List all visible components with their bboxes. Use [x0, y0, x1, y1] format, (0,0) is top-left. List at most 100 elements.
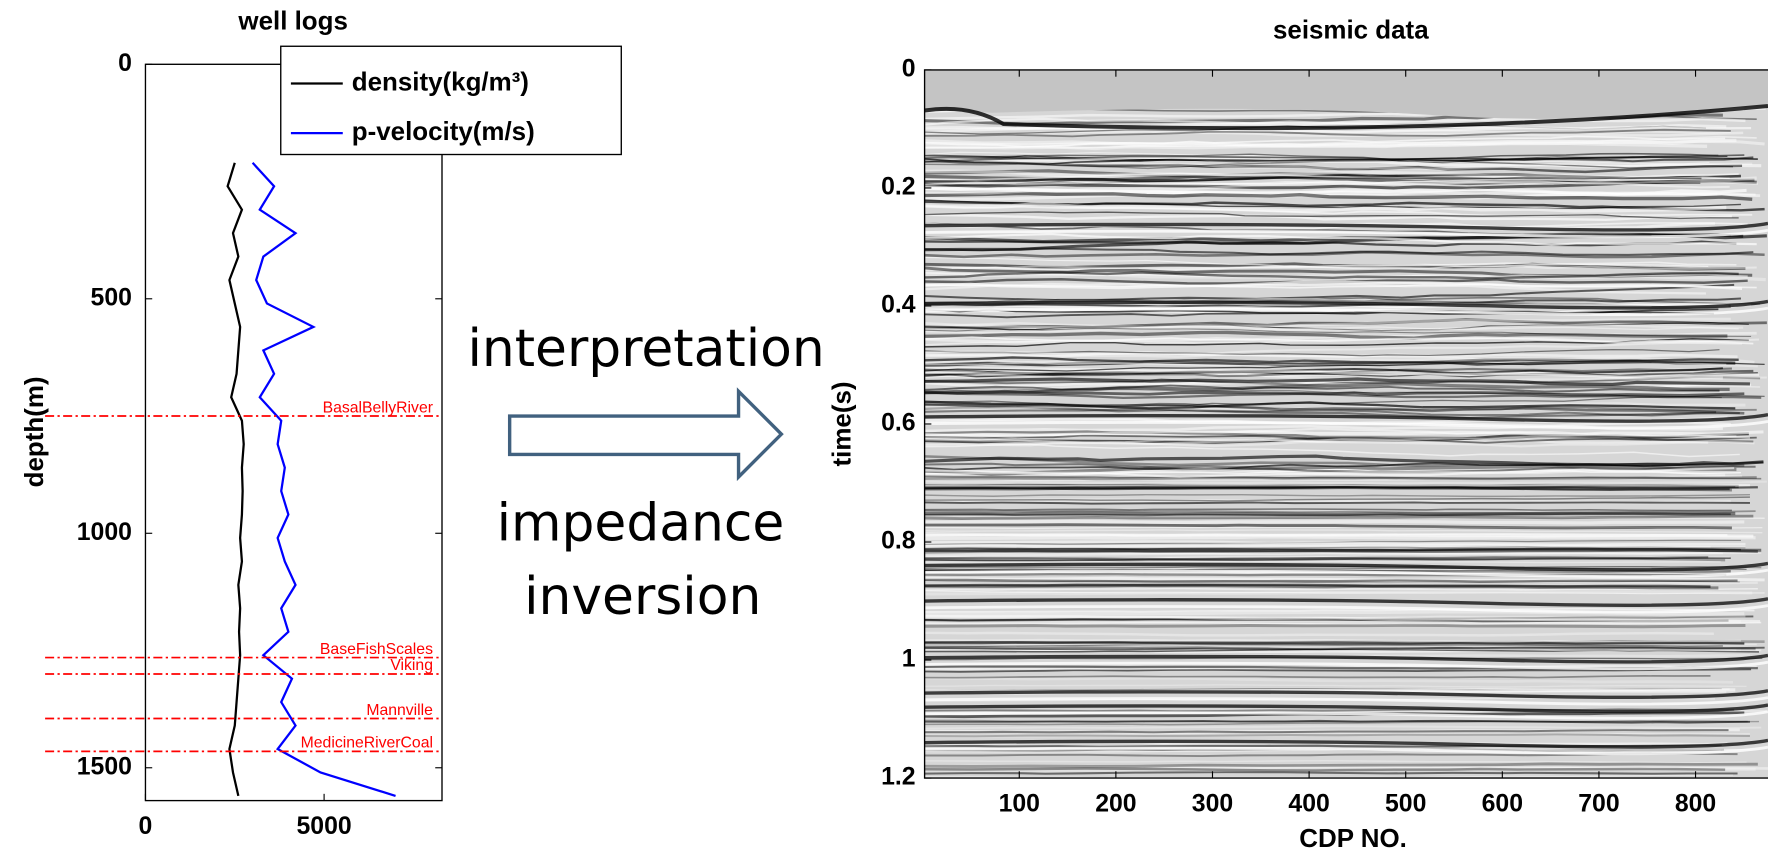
annotation: impedance [497, 494, 785, 554]
seismic-reflector [924, 436, 1755, 448]
seismic-reflector [924, 766, 1756, 772]
seismic-reflector [924, 676, 1734, 684]
seismic-reflector [924, 421, 1731, 433]
seismic-reflector [924, 587, 1758, 591]
seismic-reflector [924, 729, 1729, 734]
seismic-reflector [924, 394, 1765, 407]
seismic-reflector [924, 443, 1740, 458]
seismic-strong-reflector [924, 420, 1768, 430]
seismic-strong-reflector [924, 689, 1768, 700]
seismic-reflector [924, 639, 1765, 645]
seismic-reflector [924, 719, 1750, 724]
seismic-reflector [924, 250, 1765, 259]
x-tick-label: 200 [1095, 791, 1136, 818]
seismic-first-break [924, 104, 1768, 131]
seismic-reflector [924, 665, 1757, 671]
seismic-reflector [924, 438, 1709, 447]
horizon-label: Viking [390, 657, 433, 674]
seismic-reflector [924, 572, 1727, 577]
seismic-reflector [924, 169, 1757, 182]
seismic-reflector [924, 590, 1765, 595]
y-tick-label: 0 [118, 50, 132, 77]
seismic-reflector [924, 638, 1741, 643]
seismic-reflector [924, 719, 1759, 723]
seismic-reflector [924, 485, 1736, 489]
seismic-reflector [924, 317, 1767, 330]
seismic-reflector [924, 372, 1767, 382]
seismic-reflector [924, 646, 1765, 651]
seismic-reflector [924, 607, 1755, 613]
seismic-reflector [924, 356, 1755, 364]
seismic-reflector [924, 138, 1737, 148]
seismic-reflector [924, 366, 1759, 379]
seismic-reflector [924, 467, 1735, 479]
seismic-reflector [924, 580, 1740, 584]
seismic-reflector [924, 308, 1719, 315]
seismic-reflector [924, 668, 1752, 673]
seismic-reflector [924, 551, 1762, 557]
seismic-reflector [924, 496, 1750, 502]
seismic-reflector [924, 402, 1746, 411]
seismic-reflector [924, 615, 1761, 623]
seismic-reflector [924, 117, 1752, 131]
seismic-reflector [924, 330, 1728, 340]
seismic-reflector [924, 321, 1749, 332]
seismic-reflector [924, 153, 1734, 169]
horizon-label: BaseFishScales [320, 641, 433, 658]
seismic-reflector [924, 384, 1720, 393]
seismic-reflector [924, 256, 1709, 269]
seismic-reflector [924, 511, 1736, 517]
seismic-reflector [924, 631, 1714, 637]
seismic-reflector [924, 261, 1737, 272]
seismic-reflector [924, 128, 1731, 138]
seismic-reflector [924, 159, 1743, 174]
seismic-reflector [924, 548, 1762, 554]
seismic-reflector [924, 509, 1756, 514]
seismic-reflector [924, 172, 1739, 181]
seismic-reflector [924, 232, 1757, 247]
seismic-reflector [924, 526, 1763, 529]
seismic-reflector [924, 547, 1741, 552]
seismic-reflector [924, 514, 1754, 521]
seismic-reflector [924, 348, 1720, 357]
x-tick-label: 500 [1385, 791, 1426, 818]
legend-label: p-velocity(m/s) [352, 118, 535, 146]
seismic-reflector [924, 583, 1711, 588]
seismic-reflector [924, 407, 1740, 417]
seismic-reflector [924, 317, 1731, 329]
seismic-reflector [924, 400, 1736, 410]
seismic-reflector [924, 434, 1757, 444]
y-tick-label: 0 [902, 55, 916, 82]
seismic-reflector [924, 532, 1728, 537]
seismic-strong-reflector [924, 228, 1768, 239]
seismic-reflector [924, 326, 1739, 334]
x-tick-label: 400 [1288, 791, 1329, 818]
y-tick-label: 1500 [77, 753, 132, 780]
seismic-reflector [924, 578, 1738, 583]
seismic-reflector [924, 338, 1760, 356]
seismic-reflector [924, 708, 1735, 713]
seismic-reflector [924, 338, 1749, 348]
seismic-reflector [924, 501, 1750, 505]
seismic-reflector [924, 732, 1750, 738]
seismic-strong-reflector [924, 710, 1768, 720]
seismic-reflector [924, 556, 1709, 560]
legend [280, 45, 622, 156]
seismic-reflector [924, 546, 1746, 551]
y-tick-label: 0.4 [881, 292, 916, 319]
chart-title: seismic data [1273, 16, 1429, 44]
x-tick-label: 0 [139, 813, 153, 840]
seismic-reflector [924, 675, 1711, 679]
seismic-reflector [924, 684, 1747, 688]
seismic-reflector [924, 529, 1763, 534]
seismic-reflector [924, 688, 1730, 693]
seismic-strong-reflector [924, 568, 1768, 579]
seismic-reflector [924, 389, 1745, 397]
seismic-strong-reflector [924, 221, 1768, 232]
seismic-strong-reflector [924, 696, 1768, 706]
log-curve [251, 162, 396, 797]
seismic-strong-reflector [924, 653, 1768, 664]
seismic-reflector [924, 321, 1744, 332]
seismic-reflector [924, 406, 1717, 420]
seismic-reflector [924, 759, 1747, 764]
